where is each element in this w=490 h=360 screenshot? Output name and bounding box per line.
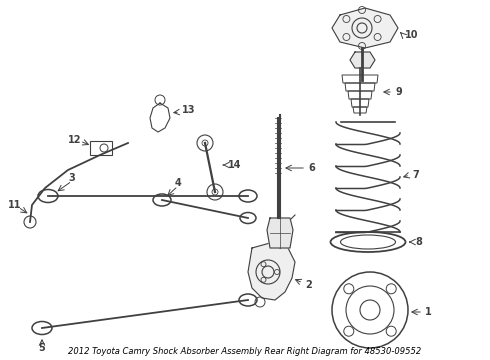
Text: 12: 12	[68, 135, 82, 145]
Text: 2: 2	[305, 280, 312, 290]
Text: 14: 14	[228, 160, 242, 170]
Text: 4: 4	[174, 178, 181, 188]
Polygon shape	[350, 52, 375, 68]
Text: 10: 10	[405, 30, 418, 40]
Text: 9: 9	[395, 87, 402, 97]
Text: 2012 Toyota Camry Shock Absorber Assembly Rear Right Diagram for 48530-09552: 2012 Toyota Camry Shock Absorber Assembl…	[69, 347, 421, 356]
Polygon shape	[267, 218, 293, 248]
Text: 7: 7	[412, 170, 419, 180]
Text: 3: 3	[69, 173, 75, 183]
Text: 5: 5	[39, 343, 46, 353]
Polygon shape	[332, 8, 398, 48]
Text: 1: 1	[425, 307, 432, 317]
Polygon shape	[248, 243, 295, 300]
Text: 11: 11	[8, 200, 22, 210]
Text: 13: 13	[182, 105, 196, 115]
Text: 6: 6	[308, 163, 315, 173]
Text: 8: 8	[415, 237, 422, 247]
